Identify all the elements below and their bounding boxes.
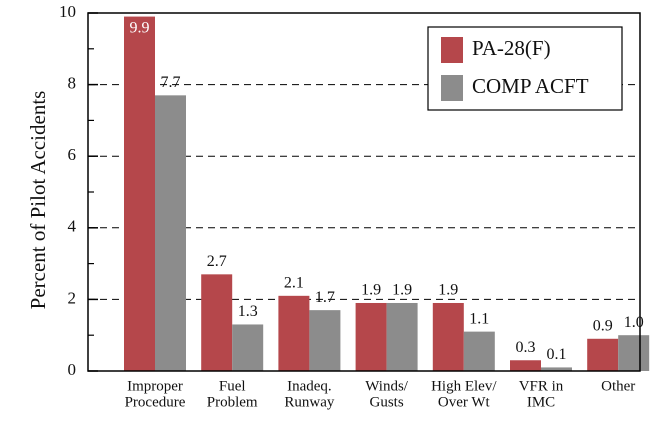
y-tick-label: 6 — [68, 145, 77, 164]
x-tick-label: Problem — [207, 394, 258, 410]
y-tick-label: 10 — [59, 2, 76, 21]
bar — [309, 310, 341, 371]
bar — [155, 95, 186, 371]
bar — [587, 338, 619, 371]
value-label: 0.1 — [547, 346, 567, 363]
y-tick-label: 2 — [68, 288, 77, 307]
value-label: 1.9 — [392, 282, 412, 299]
value-label: 1.3 — [238, 303, 258, 320]
bar — [510, 360, 541, 371]
value-label: 2.7 — [207, 253, 227, 270]
value-label: 2.1 — [284, 274, 304, 291]
x-tick-label: Inadeq. — [287, 378, 332, 394]
y-tick-label: 4 — [68, 217, 77, 236]
bar — [232, 324, 264, 371]
bar — [124, 16, 155, 372]
x-tick-label: Procedure — [125, 394, 186, 410]
bar — [355, 302, 387, 371]
value-label: 1.9 — [361, 282, 381, 299]
value-label: 9.9 — [130, 19, 150, 36]
value-label: 1.9 — [438, 282, 458, 299]
value-label: 1.0 — [624, 314, 644, 331]
legend-label: COMP ACFT — [472, 74, 589, 98]
bar — [463, 331, 495, 371]
x-tick-label: Improper — [127, 378, 183, 394]
x-tick-label: VFR in — [519, 378, 564, 394]
x-tick-label: Fuel — [219, 378, 246, 394]
value-label: 0.9 — [593, 317, 613, 334]
x-tick-label: Winds/ — [365, 378, 409, 394]
y-axis-label: Percent of Pilot Accidents — [26, 91, 50, 310]
legend-swatch — [441, 75, 463, 101]
bar — [278, 295, 310, 371]
x-tick-label: Runway — [284, 394, 334, 410]
bar — [386, 302, 418, 371]
y-tick-label: 8 — [68, 74, 77, 93]
value-label: 1.7 — [315, 289, 335, 306]
bar — [618, 335, 650, 371]
legend-swatch — [441, 37, 463, 63]
x-tick-label: High Elev/ — [431, 378, 497, 394]
bar — [432, 302, 464, 371]
value-label: 0.3 — [516, 339, 536, 356]
plot-frame — [87, 12, 641, 372]
x-tick-label: Other — [601, 378, 635, 394]
legend-label: PA-28(F) — [472, 36, 551, 60]
value-label: 7.7 — [161, 74, 181, 91]
value-label: 1.1 — [469, 310, 489, 327]
bar — [201, 274, 233, 371]
bar — [541, 367, 572, 371]
y-tick-label: 0 — [68, 360, 77, 379]
x-tick-label: Over Wt — [438, 394, 491, 410]
x-tick-label: IMC — [527, 394, 555, 410]
x-tick-label: Gusts — [370, 394, 404, 410]
